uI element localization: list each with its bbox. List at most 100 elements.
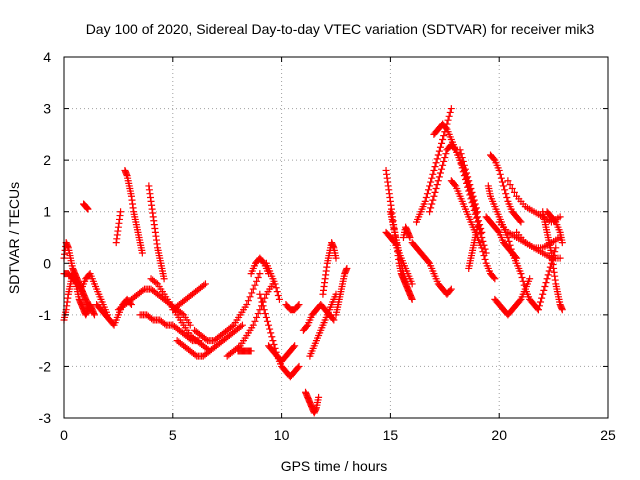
- series-arc26: [332, 264, 351, 319]
- data-point: [254, 310, 262, 318]
- data-point: [295, 362, 303, 370]
- data-point: [434, 151, 442, 159]
- series-arc6: [112, 208, 125, 247]
- data-point: [537, 298, 545, 306]
- data-point: [432, 159, 440, 167]
- data-point: [270, 341, 278, 349]
- data-point: [295, 301, 303, 309]
- data-point: [274, 292, 282, 300]
- data-point: [440, 157, 448, 165]
- x-tick-label: 10: [274, 427, 290, 443]
- data-point: [541, 282, 549, 290]
- series-arc11: [136, 311, 203, 345]
- data-point: [469, 192, 477, 200]
- data-point: [422, 194, 430, 202]
- series-arc25: [319, 239, 340, 298]
- data-point: [294, 364, 302, 372]
- data-point: [466, 181, 474, 189]
- data-point: [460, 161, 468, 169]
- series-arc14: [191, 270, 264, 345]
- series-arc3: [60, 270, 112, 319]
- data-point: [456, 146, 464, 154]
- data-point: [429, 196, 437, 204]
- data-point: [440, 132, 448, 140]
- data-point: [495, 166, 503, 174]
- data-point: [244, 297, 252, 305]
- data-point: [538, 294, 546, 302]
- series-arc46: [539, 208, 566, 314]
- data-point: [402, 280, 410, 288]
- data-point: [427, 204, 435, 212]
- data-point: [439, 136, 447, 144]
- data-point: [465, 177, 473, 185]
- data-point: [494, 227, 502, 235]
- data-point: [258, 298, 266, 306]
- y-tick-label: 4: [43, 49, 51, 65]
- data-point: [275, 295, 283, 303]
- data-point: [259, 258, 267, 266]
- data-point: [558, 239, 566, 247]
- data-point: [479, 237, 487, 245]
- series-arc24: [306, 290, 340, 360]
- data-point: [254, 273, 262, 281]
- data-point: [471, 200, 479, 208]
- data-point: [470, 196, 478, 204]
- data-point: [195, 337, 203, 345]
- data-point: [473, 208, 481, 216]
- data-point: [237, 322, 245, 330]
- data-point: [481, 255, 489, 263]
- data-point: [435, 173, 443, 181]
- y-tick-label: 1: [43, 204, 51, 220]
- y-tick-label: -2: [39, 358, 52, 374]
- data-point: [438, 139, 446, 147]
- data-point: [534, 306, 542, 314]
- data-point: [262, 313, 270, 321]
- data-point: [253, 277, 261, 285]
- data-point: [496, 170, 504, 178]
- data-point: [431, 163, 439, 171]
- data-point: [510, 188, 518, 196]
- data-point: [490, 273, 498, 281]
- series-arc36: [456, 146, 481, 216]
- data-point: [463, 169, 471, 177]
- series-arc29: [386, 208, 410, 288]
- data-point: [424, 258, 432, 266]
- data-point: [201, 280, 209, 288]
- x-tick-label: 20: [491, 427, 507, 443]
- data-point: [408, 280, 416, 288]
- data-point: [251, 317, 259, 325]
- data-point: [160, 275, 168, 283]
- data-point: [435, 147, 443, 155]
- data-point: [423, 190, 431, 198]
- data-point: [480, 252, 488, 260]
- data-point: [90, 311, 98, 319]
- data-point: [545, 267, 553, 275]
- series-arc4: [80, 200, 92, 213]
- data-point: [551, 217, 559, 225]
- data-point: [434, 177, 442, 185]
- data-point: [430, 192, 438, 200]
- data-point: [500, 182, 508, 190]
- data-point: [442, 124, 450, 132]
- data-point: [472, 204, 480, 212]
- data-point: [501, 186, 509, 194]
- data-point: [436, 169, 444, 177]
- series-arc15: [223, 280, 277, 360]
- plot-frame: [63, 56, 609, 419]
- data-point: [517, 218, 525, 226]
- data-point: [505, 237, 513, 245]
- data-point: [84, 205, 92, 213]
- series-arc16: [234, 347, 255, 355]
- data-point: [447, 285, 455, 293]
- data-point: [433, 181, 441, 189]
- data-point: [148, 315, 156, 323]
- data-point: [315, 393, 323, 401]
- data-point: [503, 194, 511, 202]
- data-point: [256, 290, 264, 298]
- data-point: [427, 178, 435, 186]
- data-point: [436, 143, 444, 151]
- data-point: [498, 178, 506, 186]
- axis-ticks: 0 5 10 15 20 25 -3 -2 -1 0 1 2 3 4: [39, 49, 616, 443]
- data-point: [406, 234, 414, 241]
